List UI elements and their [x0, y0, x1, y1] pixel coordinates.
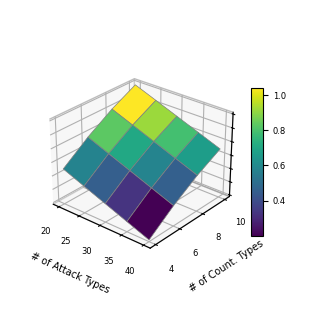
X-axis label: # of Attack Types: # of Attack Types [29, 251, 111, 296]
Y-axis label: # of Count. Types: # of Count. Types [188, 238, 266, 293]
